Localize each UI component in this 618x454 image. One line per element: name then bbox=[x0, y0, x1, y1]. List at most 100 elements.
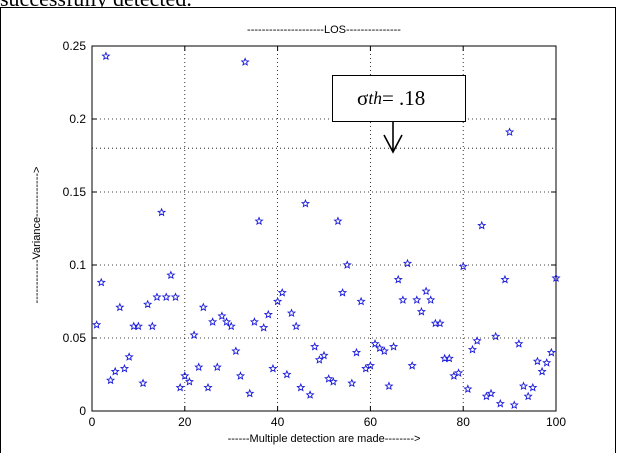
data-point bbox=[342, 260, 352, 269]
data-point bbox=[110, 366, 120, 376]
data-point bbox=[138, 378, 148, 388]
data-point bbox=[217, 311, 227, 320]
data-point bbox=[226, 321, 236, 331]
x-tick-label: 40 bbox=[271, 415, 285, 429]
data-point bbox=[495, 398, 505, 408]
data-point bbox=[356, 296, 366, 306]
data-point bbox=[259, 322, 269, 332]
data-point bbox=[472, 336, 482, 345]
scatter-chart: 0 20 40 60 80 100 0 0.05 0.1 0.15 0.2 0.25 --------… bbox=[31, 24, 567, 445]
sigma-subscript: th bbox=[368, 88, 382, 108]
x-tick-label: 0 bbox=[89, 415, 96, 429]
sigma-symbol: σ bbox=[357, 86, 369, 110]
data-point bbox=[500, 274, 510, 284]
x-axis-label: ------Multiple detection are made-------… bbox=[228, 433, 421, 445]
data-point bbox=[286, 308, 297, 318]
data-point bbox=[222, 317, 232, 326]
data-point bbox=[106, 375, 116, 385]
data-point bbox=[282, 369, 292, 379]
data-point bbox=[92, 320, 102, 329]
data-point bbox=[407, 360, 417, 370]
data-point bbox=[268, 363, 278, 373]
axis-ticks: 0 20 40 60 80 100 0 0.05 0.1 0.15 0.2 0.25 bbox=[63, 39, 567, 429]
data-point bbox=[467, 344, 478, 354]
data-point bbox=[514, 339, 524, 348]
data-point bbox=[435, 318, 445, 328]
data-point bbox=[133, 321, 143, 331]
y-tick-label: 0.25 bbox=[63, 39, 87, 53]
data-point bbox=[491, 331, 501, 341]
data-point bbox=[300, 198, 310, 208]
data-point bbox=[240, 57, 250, 66]
data-point bbox=[296, 382, 306, 392]
data-point bbox=[426, 295, 436, 304]
caption-text: successfully detected. bbox=[0, 0, 192, 12]
data-point bbox=[546, 347, 556, 357]
y-axis-label: ------------Variance------------> bbox=[31, 167, 43, 304]
data-point bbox=[254, 216, 264, 226]
threshold-annotation: σ th = .18 bbox=[332, 75, 466, 122]
data-point bbox=[115, 302, 125, 312]
y-tick-label: 0.15 bbox=[63, 185, 87, 199]
data-point bbox=[365, 360, 375, 370]
x-tick-label: 100 bbox=[546, 415, 566, 429]
data-point bbox=[101, 51, 111, 61]
data-point bbox=[398, 295, 408, 304]
data-point bbox=[454, 368, 464, 377]
figure-frame: 0 20 40 60 80 100 0 0.05 0.1 0.15 0.2 0.25 --------… bbox=[0, 7, 616, 453]
data-point bbox=[203, 382, 213, 392]
threshold-value: = .18 bbox=[381, 86, 426, 110]
data-point bbox=[370, 339, 380, 348]
data-point bbox=[319, 350, 329, 360]
data-point bbox=[375, 343, 385, 353]
data-point bbox=[291, 321, 301, 331]
data-point bbox=[379, 346, 389, 356]
data-point bbox=[189, 330, 199, 339]
y-tick-label: 0.1 bbox=[69, 258, 86, 272]
data-point bbox=[328, 377, 338, 386]
data-point bbox=[412, 295, 422, 304]
data-point bbox=[351, 347, 362, 357]
x-tick-label: 80 bbox=[457, 415, 471, 429]
data-point bbox=[263, 309, 273, 319]
x-tick-label: 20 bbox=[178, 415, 192, 429]
x-tick-label: 60 bbox=[364, 415, 378, 429]
data-point bbox=[333, 216, 343, 226]
data-point bbox=[324, 374, 334, 383]
data-point bbox=[96, 277, 106, 287]
data-point bbox=[347, 378, 357, 388]
data-point bbox=[528, 382, 538, 392]
data-point bbox=[166, 270, 176, 280]
data-point bbox=[208, 317, 218, 326]
data-point bbox=[175, 382, 185, 392]
data-point bbox=[393, 274, 403, 284]
y-tick-label: 0.2 bbox=[69, 112, 86, 126]
data-point bbox=[389, 341, 399, 351]
data-point bbox=[444, 353, 454, 363]
data-point bbox=[523, 391, 533, 401]
data-point bbox=[384, 381, 394, 391]
y-tick-label: 0 bbox=[79, 404, 86, 418]
data-point bbox=[509, 400, 519, 410]
data-point bbox=[532, 356, 542, 366]
data-point bbox=[143, 299, 153, 309]
data-point bbox=[416, 306, 426, 316]
data-point bbox=[198, 302, 208, 312]
data-point bbox=[212, 362, 222, 372]
data-point bbox=[338, 287, 348, 297]
data-point bbox=[245, 388, 255, 398]
data-point bbox=[402, 258, 413, 268]
data-point bbox=[119, 363, 130, 373]
data-point bbox=[231, 346, 241, 356]
data-point bbox=[184, 377, 194, 386]
chart-title: ---------------------LOS--------------- bbox=[247, 24, 401, 36]
data-point bbox=[305, 390, 315, 399]
data-point bbox=[277, 287, 287, 297]
data-point bbox=[310, 341, 320, 351]
data-point bbox=[477, 220, 487, 230]
data-point bbox=[421, 286, 431, 296]
data-point bbox=[124, 352, 134, 361]
data-point bbox=[152, 292, 162, 301]
plot-area bbox=[91, 45, 557, 412]
data-point bbox=[194, 362, 204, 372]
